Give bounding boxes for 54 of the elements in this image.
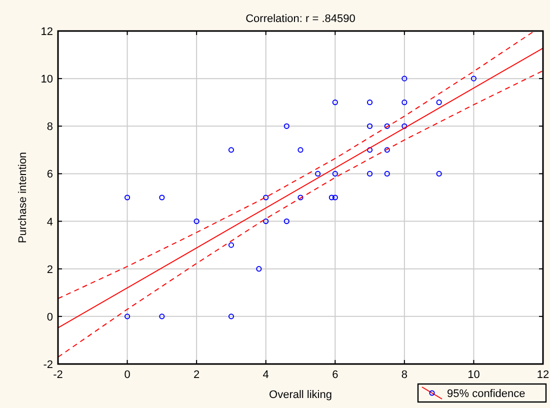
point [159, 314, 165, 320]
legend-label: 95% confidence [447, 388, 526, 400]
point [298, 194, 304, 200]
point [284, 218, 290, 224]
point [315, 170, 321, 177]
y-tick-label: 2 [46, 264, 53, 276]
y-axis-title: Purchase intention [17, 152, 29, 244]
x-tick-label: 0 [124, 369, 130, 381]
point [159, 194, 165, 200]
point [332, 194, 338, 200]
point [256, 266, 262, 272]
line-series [58, 32, 534, 300]
x-tick-label: 2 [194, 369, 200, 381]
point [384, 147, 390, 153]
point [402, 100, 408, 106]
point [366, 147, 373, 153]
x-tick-label: 8 [401, 369, 408, 381]
point [384, 123, 390, 129]
point [402, 123, 408, 129]
point [298, 147, 304, 153]
line-series [58, 70, 543, 358]
point [366, 123, 373, 129]
y-tick-label: 10 [40, 74, 53, 86]
point [384, 170, 390, 177]
point [332, 170, 338, 177]
point [436, 170, 442, 177]
point [402, 76, 408, 82]
point [263, 218, 269, 224]
point [366, 100, 373, 106]
point [470, 76, 477, 82]
y-tick-label: 4 [46, 216, 53, 228]
point [124, 314, 130, 320]
point [228, 147, 234, 153]
point [284, 123, 290, 129]
x-tick-label: 6 [332, 369, 338, 381]
y-tick-label: 12 [40, 26, 53, 38]
x-tick-label: 4 [262, 369, 269, 381]
chart-title: Correlation: r = .84590 [246, 13, 356, 25]
point [194, 218, 200, 224]
point [332, 100, 338, 106]
x-tick-label: 10 [468, 369, 480, 381]
point [263, 194, 269, 200]
y-tick-label: 6 [46, 168, 53, 181]
x-tick-label: 12 [536, 369, 550, 381]
point [366, 170, 373, 177]
point [328, 194, 334, 200]
x-axis-title: Overall liking [269, 389, 332, 401]
y-tick-label: 0 [46, 311, 53, 324]
point [124, 194, 130, 200]
y-tick-label: 8 [46, 121, 53, 134]
point [228, 314, 234, 320]
point [436, 100, 442, 106]
point [228, 242, 234, 248]
y-tick-label: -2 [43, 359, 53, 371]
